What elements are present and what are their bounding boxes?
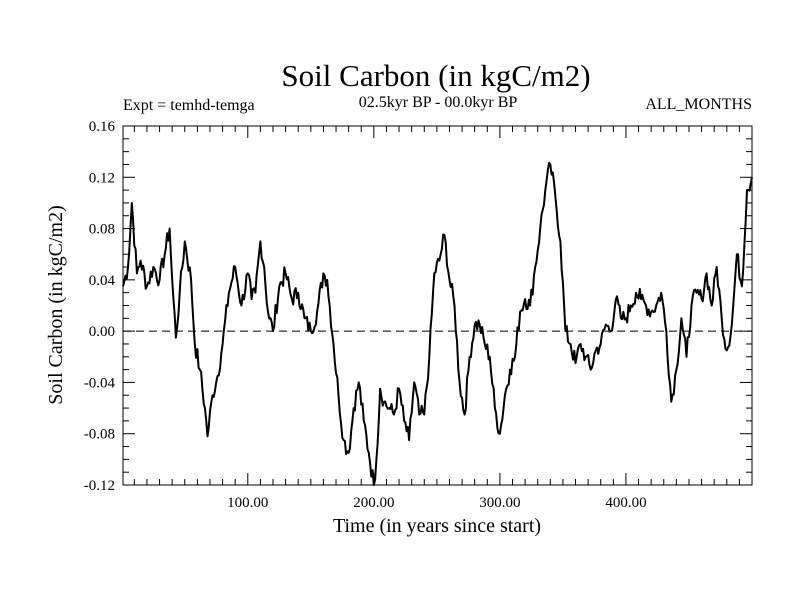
axis-ticks bbox=[123, 125, 752, 486]
y-tick-label: 0.00 bbox=[89, 324, 115, 340]
y-tick-label: 0.16 bbox=[89, 119, 116, 135]
x-tick-label: 400.00 bbox=[605, 495, 646, 511]
y-axis-label: Soil Carbon (in kgC/m2) bbox=[45, 205, 67, 404]
x-tick-label: 100.00 bbox=[227, 495, 268, 511]
x-axis-label: Time (in years since start) bbox=[333, 515, 541, 537]
y-tick-label: 0.12 bbox=[89, 170, 115, 186]
y-tick-label: -0.12 bbox=[84, 478, 115, 494]
x-tick-label: 200.00 bbox=[353, 495, 394, 511]
expt-label: Expt = temhd-temga bbox=[123, 97, 255, 114]
y-tick-label: 0.04 bbox=[89, 273, 116, 289]
chart-subtitle: 02.5kyr BP - 00.0kyr BP bbox=[359, 94, 518, 111]
x-tick-label: 300.00 bbox=[479, 495, 520, 511]
series-line bbox=[122, 161, 753, 486]
months-label: ALL_MONTHS bbox=[645, 96, 752, 113]
y-tick-label: 0.08 bbox=[89, 222, 115, 238]
plot-frame bbox=[122, 125, 753, 486]
axis-tick-labels: 100.00 200.00 300.00 400.00 -0.12 -0.08 -0.04 0… bbox=[84, 119, 647, 511]
chart-title: Soil Carbon (in kgC/m2) bbox=[281, 58, 590, 93]
y-tick-label: -0.04 bbox=[84, 375, 116, 391]
y-tick-label: -0.08 bbox=[84, 427, 115, 443]
